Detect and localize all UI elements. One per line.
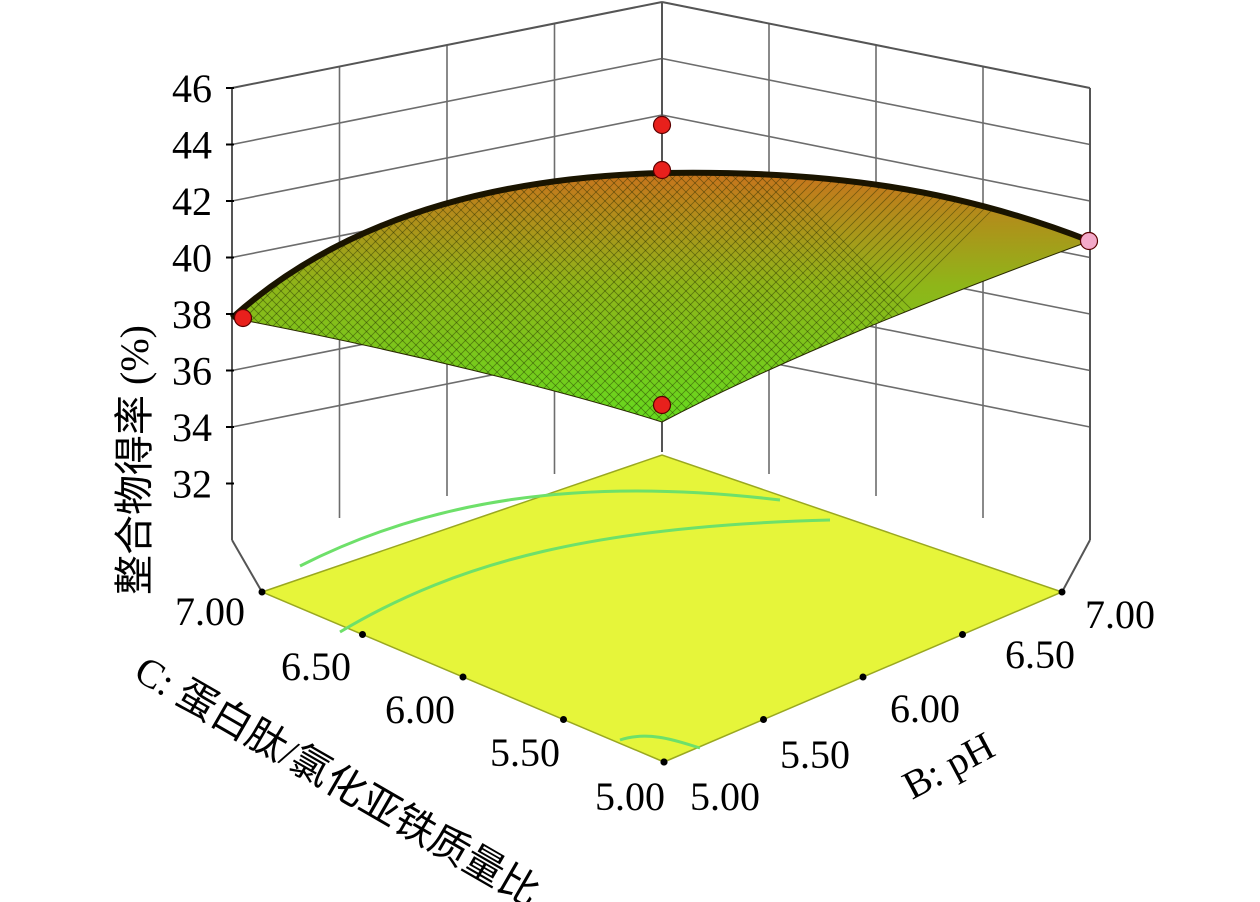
design-points — [233, 115, 1099, 415]
z-tick-label: 42 — [172, 179, 212, 224]
b-tick-mark — [760, 716, 767, 723]
z-axis: 32 34 36 38 40 42 44 46 — [172, 66, 234, 507]
b-axis: 5.00 5.50 6.00 6.507.00 — [660, 588, 1155, 819]
design-point — [652, 115, 672, 135]
b-axis-title: B: pH — [895, 723, 1001, 808]
z-axis-stub-right — [1061, 539, 1091, 593]
design-point — [1079, 231, 1099, 251]
z-tick-label: 34 — [172, 405, 212, 450]
contour-line — [619, 734, 701, 750]
floor-contours — [299, 489, 831, 750]
c-tick-mark — [560, 716, 567, 723]
design-point — [652, 395, 672, 415]
frame-top-right-edge — [661, 1, 1091, 89]
b-tick-label: 6.00 — [890, 686, 960, 731]
design-point — [652, 160, 672, 180]
frame-top-left-edge — [231, 1, 663, 89]
b-tick-mark — [660, 758, 668, 766]
c-axis: 5.00 5.50 6.00 6.50 7.00 — [175, 588, 668, 819]
design-point — [233, 308, 253, 328]
contour-line — [339, 518, 831, 634]
c-tick-label: 7.00 — [175, 589, 245, 634]
z-axis-title: 整合物得率 (%) — [112, 325, 157, 595]
c-tick-mark — [359, 631, 366, 638]
b-tick-mark — [959, 631, 966, 638]
c-tick-mark — [258, 588, 266, 596]
b-tick-mark — [859, 673, 867, 681]
z-tick-label: 36 — [172, 349, 212, 394]
z-axis-stub — [231, 539, 263, 593]
c-tick-label: 5.00 — [595, 774, 665, 819]
b-tick-mark — [1058, 588, 1066, 596]
z-tick-label: 44 — [172, 123, 212, 168]
contour-line — [299, 489, 781, 568]
z-tick-label: 38 — [172, 292, 212, 337]
b-tick-label: 5.50 — [780, 732, 850, 777]
c-tick-label: 6.00 — [385, 687, 455, 732]
c-tick-label: 6.50 — [281, 644, 351, 689]
c-tick-mark — [459, 673, 467, 681]
c-tick-label: 5.50 — [490, 730, 560, 775]
b-tick-label: 6.50 — [1005, 632, 1075, 677]
z-tick-label: 46 — [172, 66, 212, 111]
z-tick-label: 40 — [172, 236, 212, 281]
z-tick-label: 32 — [172, 462, 212, 507]
b-tick-label: 7.00 — [1085, 592, 1155, 637]
b-tick-label: 5.00 — [690, 774, 760, 819]
